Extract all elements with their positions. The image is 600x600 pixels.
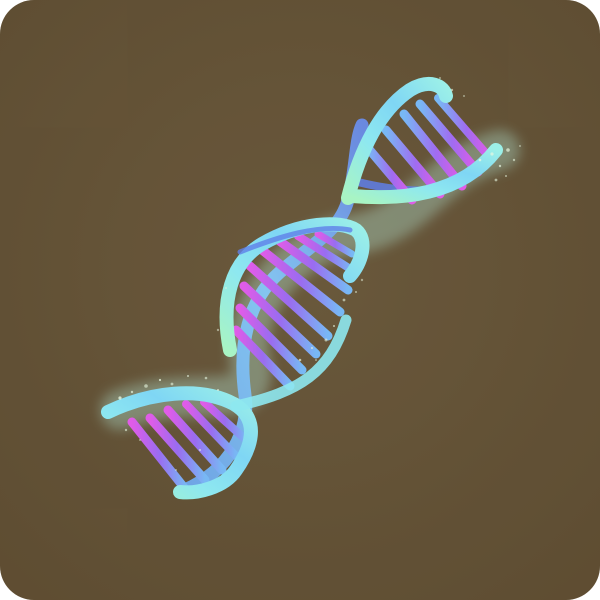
base-pair xyxy=(434,94,494,162)
base-pair xyxy=(182,400,240,460)
base-pair xyxy=(200,398,250,444)
base-pair xyxy=(273,235,353,295)
base-pair xyxy=(235,303,307,375)
base-pairs xyxy=(127,94,494,495)
base-pair xyxy=(163,405,227,475)
front-strand xyxy=(101,77,503,500)
base-pair xyxy=(415,99,483,177)
base-pair xyxy=(294,232,356,274)
base-pair xyxy=(257,245,345,317)
sparkle-dust xyxy=(118,77,521,471)
base-pair xyxy=(399,109,467,191)
base-pair xyxy=(314,230,356,258)
base-pair xyxy=(381,125,445,199)
base-pair xyxy=(245,261,333,341)
base-pair xyxy=(231,325,295,391)
base-pair xyxy=(127,417,191,495)
base-pair xyxy=(239,281,321,359)
base-pair xyxy=(145,413,210,485)
